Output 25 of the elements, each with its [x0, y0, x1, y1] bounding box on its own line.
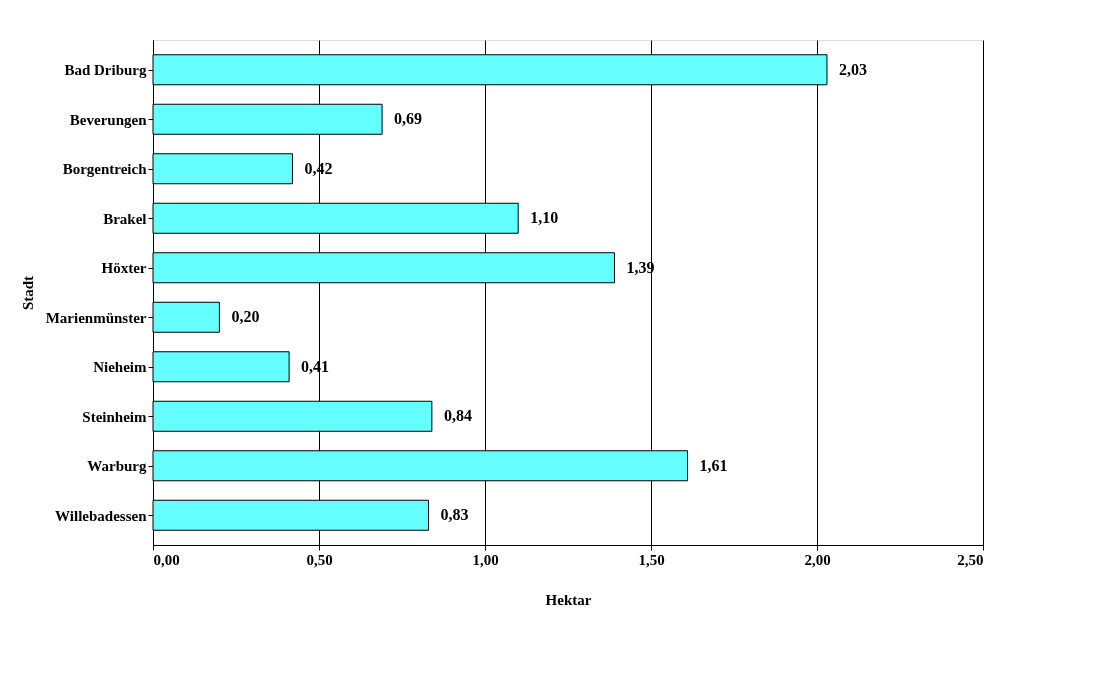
y-tick-label: Warburg: [87, 458, 147, 475]
data-label: 0,83: [440, 506, 469, 524]
x-tick-label: 2,50: [957, 551, 984, 568]
x-tick-label: 0,50: [306, 551, 333, 568]
y-tick-label: Nieheim: [93, 359, 147, 376]
y-tick-label: Bad Driburg: [64, 62, 147, 79]
data-label: 0,84: [443, 407, 472, 425]
data-label: 0,69: [394, 110, 423, 128]
y-tick-label: Borgentreich: [62, 161, 148, 178]
data-label: 1,61: [699, 456, 728, 474]
data-label: 0,20: [231, 308, 260, 326]
y-tick-label: Beverungen: [69, 111, 148, 128]
x-axis-title: Hektar: [545, 591, 592, 608]
y-tick-label: Willebadessen: [55, 507, 148, 524]
y-tick-label: Steinheim: [82, 408, 147, 425]
y-tick-label: Marienmünster: [45, 309, 147, 326]
y-tick-label: Brakel: [103, 210, 147, 227]
x-tick-label: 1,50: [638, 551, 665, 568]
y-tick-label: Höxter: [101, 260, 147, 277]
data-label: 1,10: [530, 209, 559, 227]
x-tick-label: 1,00: [472, 551, 499, 568]
data-label: 2,03: [838, 60, 867, 78]
x-tick-label: 2,00: [804, 551, 831, 568]
y-axis-title: Stadt: [19, 275, 36, 311]
x-tick-label: 0,00: [153, 551, 180, 568]
